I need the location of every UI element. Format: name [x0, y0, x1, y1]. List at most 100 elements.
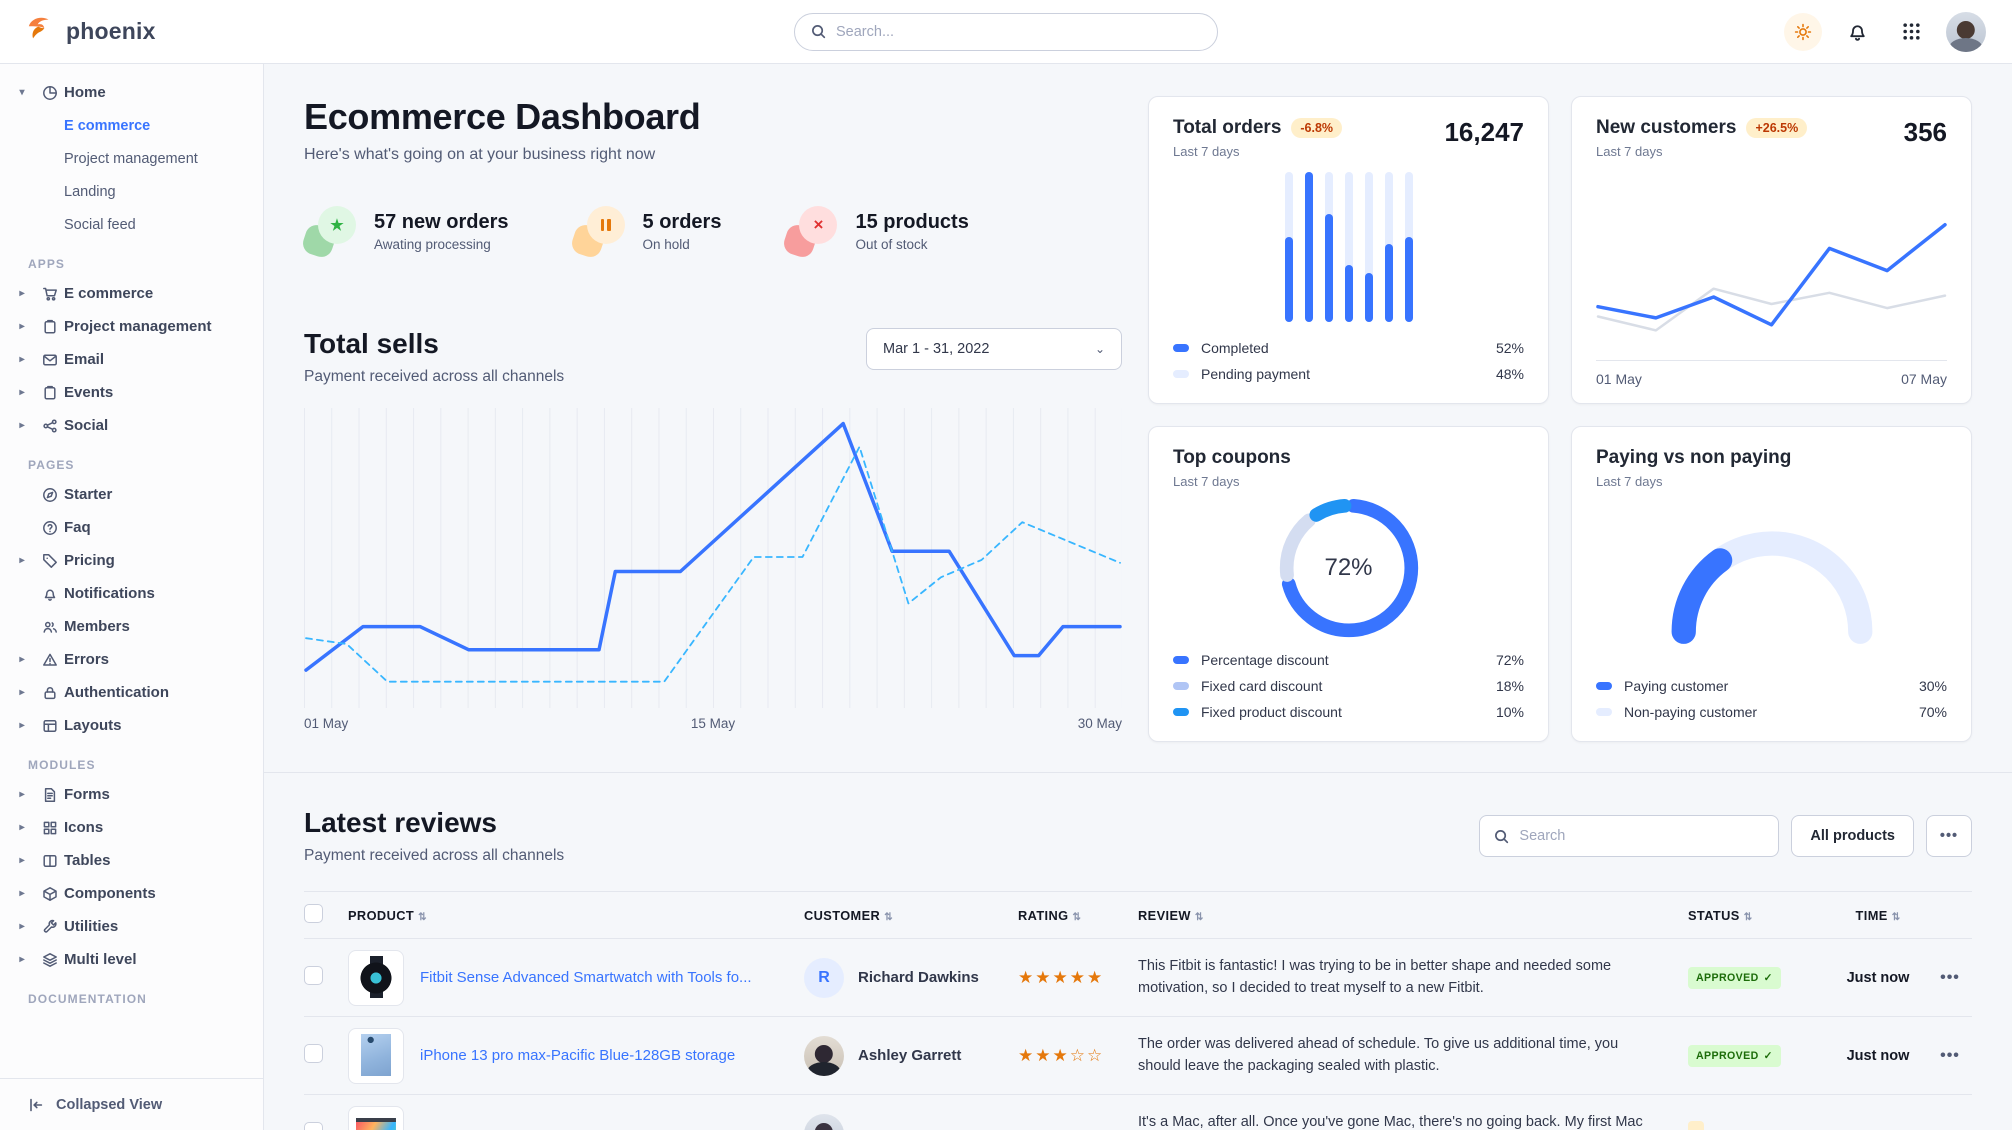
clipboard-icon	[36, 319, 56, 335]
sidebar-item-e-commerce[interactable]: E commerce	[64, 117, 151, 134]
more-options-button[interactable]: •••	[1926, 815, 1972, 857]
sidebar-item-email[interactable]: ▸ Email	[0, 343, 263, 376]
product-thumbnail-watch	[348, 949, 404, 1006]
column-header-customer[interactable]: CUSTOMER ⇅	[804, 907, 893, 923]
sort-icon: ⇅	[884, 911, 893, 923]
sidebar-item-layouts[interactable]: ▸ Layouts	[0, 709, 263, 742]
sidebar-item-landing[interactable]: Landing	[64, 183, 116, 200]
sidebar-item-home[interactable]: ▾ Home	[0, 76, 263, 109]
sidebar-item-utilities[interactable]: ▸ Utilities	[0, 910, 263, 943]
sidebar-item-e-commerce[interactable]: ▸ E commerce	[0, 277, 263, 310]
row-checkbox[interactable]	[304, 1043, 323, 1063]
reviews-search-input[interactable]	[1519, 828, 1765, 844]
sort-icon: ⇅	[1194, 911, 1204, 923]
sidebar-item-events[interactable]: ▸ Events	[0, 376, 263, 409]
bar-fill	[1304, 172, 1313, 322]
user-avatar[interactable]	[1946, 11, 1986, 52]
chevron-down-icon: ⌄	[1094, 342, 1105, 356]
collapsed-view-toggle[interactable]: Collapsed View	[0, 1078, 263, 1130]
section-divider	[264, 772, 2012, 773]
all-products-button[interactable]: All products	[1791, 815, 1914, 857]
product-link[interactable]: Fitbit Sense Advanced Smartwatch with To…	[420, 969, 752, 986]
sidebar-item-social[interactable]: ▸ Social	[0, 409, 263, 442]
legend-value: 30%	[1918, 678, 1947, 694]
sidebar-item-icons[interactable]: ▸ Icons	[0, 811, 263, 844]
column-header-review[interactable]: REVIEW ⇅	[1138, 907, 1204, 923]
column-header-rating[interactable]: RATING ⇅	[1018, 907, 1082, 923]
row-checkbox[interactable]	[304, 1121, 323, 1130]
sidebar-item-multi-level[interactable]: ▸ Multi level	[0, 943, 263, 976]
total-orders-title: Total orders	[1173, 117, 1282, 138]
theme-toggle-sun-icon[interactable]	[1784, 12, 1822, 51]
legend-label: Paying customer	[1624, 678, 1729, 694]
legend-item-completed: Completed 52%	[1173, 335, 1524, 361]
sidebar-item-label: Faq	[64, 519, 91, 536]
sidebar-item-social-feed[interactable]: Social feed	[64, 216, 136, 233]
paying-legend: Paying customer 30% Non-paying customer 70%	[1596, 673, 1947, 725]
brand-logo[interactable]: phoenix	[26, 14, 156, 49]
row-actions-button[interactable]: •••	[1940, 968, 1960, 986]
order-stats-row: ★ 57 new orders Awating processing 5 orders…	[300, 206, 1122, 260]
row-actions-button[interactable]: •••	[1940, 1046, 1960, 1064]
sidebar-item-tables[interactable]: ▸ Tables	[0, 844, 263, 877]
sidebar-item-errors[interactable]: ▸ Errors	[0, 643, 263, 676]
sidebar-item-label: Tables	[64, 852, 111, 869]
pie-chart-icon	[36, 85, 57, 101]
bar-fill	[1344, 265, 1353, 322]
sidebar-item-starter[interactable]: Starter	[0, 478, 263, 511]
stat-awating-processing: ★ 57 new orders Awating processing	[300, 206, 509, 260]
sidebar-item-pricing[interactable]: ▸ Pricing	[0, 544, 263, 577]
caret-icon: ▸	[19, 822, 25, 833]
legend-value: 48%	[1495, 366, 1524, 382]
apps-grid-icon[interactable]	[1892, 13, 1930, 51]
caret-icon: ▸	[19, 387, 25, 398]
bar-track	[1364, 172, 1373, 322]
search-icon	[1494, 829, 1509, 844]
sidebar-item-label: Icons	[64, 819, 104, 836]
pause-icon	[568, 206, 625, 260]
caret-icon: ▸	[19, 888, 25, 899]
columns-icon	[36, 853, 57, 869]
brand-name: phoenix	[66, 18, 156, 44]
select-all-checkbox[interactable]	[304, 904, 323, 923]
notifications-bell-icon[interactable]	[1838, 13, 1876, 51]
caret-icon: ▸	[19, 555, 25, 566]
global-search[interactable]	[794, 12, 1218, 51]
total-orders-badge: -6.8%	[1291, 118, 1343, 138]
sidebar-item-authentication[interactable]: ▸ Authentication	[0, 676, 263, 709]
new-customers-period: Last 7 days	[1596, 144, 1663, 159]
column-header-time[interactable]: TIME ⇅	[1855, 907, 1901, 923]
lock-icon	[36, 685, 56, 701]
bar-fill	[1384, 244, 1393, 322]
file-text-icon	[36, 787, 56, 803]
paying-title: Paying vs non paying	[1596, 447, 1792, 468]
product-link[interactable]: iPhone 13 pro max-Pacific Blue-128GB sto…	[420, 1047, 736, 1064]
sidebar-item-project-management[interactable]: Project management	[64, 150, 198, 167]
reviews-table: PRODUCT ⇅ CUSTOMER ⇅ RATING ⇅ REVIEW ⇅ STATUS ⇅ TI…	[304, 891, 1972, 1130]
sidebar-item-members[interactable]: Members	[0, 610, 263, 643]
new-customers-x-axis: 01 May 07 May	[1596, 371, 1947, 387]
phoenix-logo-icon	[26, 14, 56, 49]
sidebar-item-components[interactable]: ▸ Components	[0, 877, 263, 910]
paying-gauge-chart	[1657, 517, 1887, 645]
sidebar-item-label: Layouts	[64, 717, 122, 734]
search-input[interactable]	[836, 23, 1201, 40]
row-checkbox[interactable]	[304, 965, 323, 985]
stat-value: 57 new orders	[374, 210, 509, 233]
top-navbar: phoenix	[0, 0, 2012, 64]
total-sells-chart	[304, 408, 1122, 708]
cart-icon	[36, 286, 57, 302]
column-header-product[interactable]: PRODUCT ⇅	[348, 907, 427, 923]
legend-value: 18%	[1495, 678, 1524, 694]
sidebar-item-notifications[interactable]: Notifications	[0, 577, 263, 610]
bar-track	[1284, 172, 1293, 322]
reviews-search[interactable]	[1479, 815, 1780, 857]
total-sells-subtitle: Payment received across all channels	[304, 368, 565, 385]
column-header-status[interactable]: STATUS ⇅	[1688, 907, 1753, 923]
sidebar-item-forms[interactable]: ▸ Forms	[0, 778, 263, 811]
sidebar-item-project-management[interactable]: ▸ Project management	[0, 310, 263, 343]
date-range-select[interactable]: Mar 1 - 31, 2022 ⌄	[866, 328, 1122, 370]
legend-value: 52%	[1495, 340, 1524, 356]
product-thumbnail-iphone	[348, 1027, 404, 1084]
sidebar-item-faq[interactable]: Faq	[0, 511, 263, 544]
